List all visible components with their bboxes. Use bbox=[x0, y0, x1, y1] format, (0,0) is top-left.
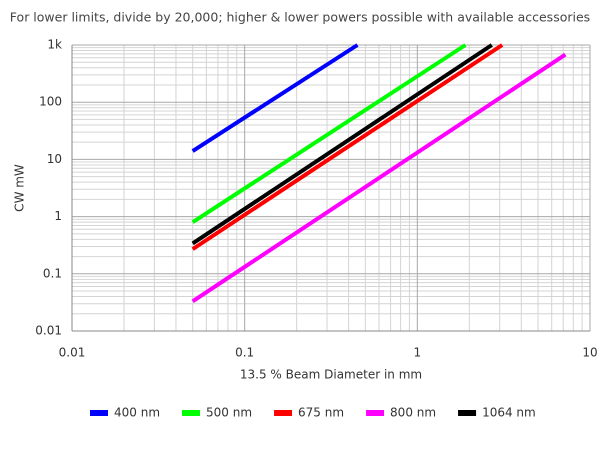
x-tick-label: 0.1 bbox=[235, 346, 254, 360]
y-axis-label: CW mW bbox=[13, 164, 27, 212]
legend-swatch bbox=[182, 410, 201, 416]
data-line bbox=[191, 43, 467, 224]
x-tick-label: 10 bbox=[582, 346, 597, 360]
legend-swatch bbox=[274, 410, 293, 416]
chart-title: For lower limits, divide by 20,000; high… bbox=[10, 10, 590, 25]
legend-swatch bbox=[366, 410, 385, 416]
legend-swatch bbox=[90, 410, 108, 416]
data-line bbox=[191, 43, 359, 153]
y-tick-label: 0.01 bbox=[35, 324, 62, 338]
legend-label: 675 nm bbox=[298, 406, 344, 420]
x-tick-label: 0.01 bbox=[59, 346, 86, 360]
data-line bbox=[191, 52, 567, 304]
legend-label: 500 nm bbox=[206, 406, 252, 420]
y-tick-label: 10 bbox=[47, 152, 62, 166]
legend-label: 1064 nm bbox=[482, 406, 536, 420]
y-tick-label: 100 bbox=[39, 95, 62, 109]
x-axis-label: 13.5 % Beam Diameter in mm bbox=[240, 368, 422, 382]
legend-swatch bbox=[458, 410, 477, 416]
data-line bbox=[191, 43, 493, 246]
legend-label: 400 nm bbox=[114, 406, 160, 420]
y-tick-label: 1 bbox=[54, 209, 62, 223]
data-line bbox=[191, 43, 504, 251]
y-tick-label: 0.1 bbox=[43, 266, 62, 280]
y-tick-label: 1k bbox=[47, 38, 62, 52]
x-tick-label: 1 bbox=[414, 346, 422, 360]
legend-label: 800 nm bbox=[390, 406, 436, 420]
